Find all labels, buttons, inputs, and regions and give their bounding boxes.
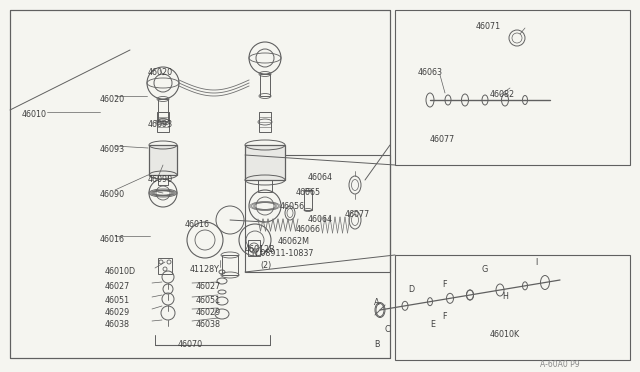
Text: 46020: 46020: [148, 68, 173, 77]
Text: 46038: 46038: [196, 320, 221, 329]
Text: 46051: 46051: [105, 296, 130, 305]
Text: 46062M: 46062M: [278, 237, 310, 246]
Text: C: C: [385, 325, 390, 334]
Text: F: F: [442, 280, 447, 289]
Text: 46012B: 46012B: [245, 245, 276, 254]
Text: 46016: 46016: [100, 235, 125, 244]
Text: H: H: [502, 292, 508, 301]
Text: 46029: 46029: [196, 308, 221, 317]
Bar: [157, 112, 169, 132]
Text: 41128Y: 41128Y: [190, 265, 220, 274]
Text: 46093: 46093: [148, 120, 173, 129]
Text: 46070: 46070: [178, 340, 203, 349]
Text: 46090: 46090: [100, 190, 125, 199]
Text: 46071: 46071: [476, 22, 501, 31]
Text: I: I: [535, 258, 537, 267]
Text: 46038: 46038: [105, 320, 130, 329]
Text: 46056: 46056: [280, 202, 305, 211]
Bar: [304, 190, 312, 210]
Bar: [10, 10, 390, 358]
Text: 46064: 46064: [308, 215, 333, 224]
Text: D: D: [408, 285, 414, 294]
Text: B: B: [374, 340, 380, 349]
Bar: [245, 155, 390, 272]
Bar: [245, 145, 285, 180]
Text: 46027: 46027: [196, 282, 221, 291]
Text: 46090: 46090: [148, 175, 173, 184]
Text: 46010K: 46010K: [490, 330, 520, 339]
Text: 46082: 46082: [490, 90, 515, 99]
Bar: [158, 175, 168, 185]
Text: 46016: 46016: [185, 220, 210, 229]
Text: 46077: 46077: [345, 210, 371, 219]
Text: 46020: 46020: [100, 95, 125, 104]
Bar: [158, 99, 168, 121]
Text: 46065: 46065: [296, 188, 321, 197]
Text: 46063: 46063: [418, 68, 443, 77]
Text: F: F: [442, 312, 447, 321]
Bar: [222, 255, 238, 275]
Bar: [395, 10, 630, 165]
Bar: [259, 112, 271, 132]
Bar: [158, 258, 172, 274]
Bar: [260, 74, 270, 96]
Bar: [395, 255, 630, 360]
Bar: [149, 145, 177, 175]
Text: 46010D: 46010D: [105, 267, 136, 276]
Text: 46029: 46029: [105, 308, 131, 317]
Text: A-60A0 P9: A-60A0 P9: [540, 360, 580, 369]
Text: G: G: [482, 265, 488, 274]
Text: 46077: 46077: [430, 135, 455, 144]
Bar: [248, 240, 260, 256]
Bar: [258, 180, 272, 192]
Text: A: A: [374, 298, 380, 307]
Text: 46093: 46093: [100, 145, 125, 154]
Text: 46066: 46066: [296, 225, 321, 234]
Text: 46064: 46064: [308, 173, 333, 182]
Text: 46051: 46051: [196, 296, 221, 305]
Text: N 08911-10837: N 08911-10837: [252, 249, 314, 258]
Text: E: E: [430, 320, 435, 329]
Text: 46027: 46027: [105, 282, 131, 291]
Text: 46010: 46010: [22, 110, 47, 119]
Text: (2): (2): [260, 261, 271, 270]
